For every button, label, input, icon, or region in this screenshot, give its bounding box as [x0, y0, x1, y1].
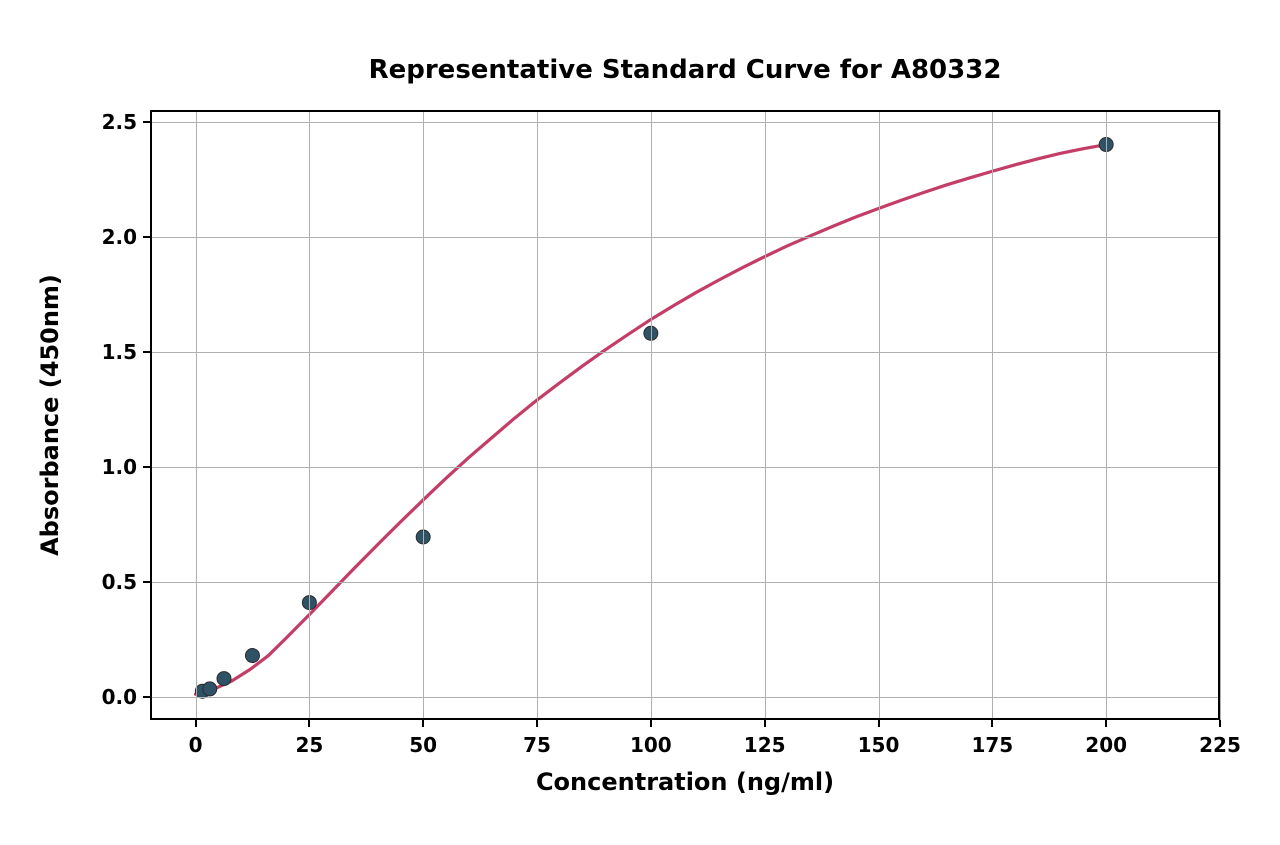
x-tick [195, 720, 197, 727]
x-tick [1105, 720, 1107, 727]
x-tick-label: 200 [1085, 733, 1127, 757]
x-tick-label: 125 [744, 733, 786, 757]
x-axis-label: Concentration (ng/ml) [536, 768, 834, 796]
grid-line-vertical [765, 110, 766, 720]
x-tick [536, 720, 538, 727]
grid-line-vertical [537, 110, 538, 720]
grid-line-vertical [309, 110, 310, 720]
x-tick [1219, 720, 1221, 727]
x-tick [650, 720, 652, 727]
y-tick-label: 2.5 [102, 110, 137, 134]
grid-line-vertical [196, 110, 197, 720]
grid-line-horizontal [150, 122, 1220, 123]
y-tick-label: 0.5 [102, 570, 137, 594]
x-tick [878, 720, 880, 727]
y-tick-label: 2.0 [102, 225, 137, 249]
grid-line-vertical [651, 110, 652, 720]
data-point [245, 649, 259, 663]
grid-line-vertical [1220, 110, 1221, 720]
grid-line-vertical [423, 110, 424, 720]
grid-line-horizontal [150, 467, 1220, 468]
y-tick-label: 1.5 [102, 340, 137, 364]
grid-line-horizontal [150, 352, 1220, 353]
y-axis-label: Absorbance (450nm) [36, 274, 64, 556]
grid-line-horizontal [150, 697, 1220, 698]
grid-line-vertical [992, 110, 993, 720]
y-tick [143, 696, 150, 698]
y-tick [143, 351, 150, 353]
grid-line-horizontal [150, 582, 1220, 583]
chart-title: Representative Standard Curve for A80332 [369, 55, 1002, 85]
x-tick-label: 75 [523, 733, 551, 757]
grid-line-vertical [1106, 110, 1107, 720]
x-tick-label: 225 [1199, 733, 1241, 757]
figure: Representative Standard Curve for A80332… [0, 0, 1280, 845]
x-tick [308, 720, 310, 727]
y-tick-label: 1.0 [102, 455, 137, 479]
y-tick [143, 236, 150, 238]
x-tick [764, 720, 766, 727]
x-tick-label: 50 [409, 733, 437, 757]
x-tick-label: 100 [630, 733, 672, 757]
data-point [203, 682, 217, 696]
y-tick-label: 0.0 [102, 685, 137, 709]
x-tick [422, 720, 424, 727]
x-tick-label: 175 [971, 733, 1013, 757]
x-tick [991, 720, 993, 727]
data-point [217, 672, 231, 686]
y-tick [143, 466, 150, 468]
x-tick-label: 25 [295, 733, 323, 757]
x-tick-label: 150 [858, 733, 900, 757]
grid-line-horizontal [150, 237, 1220, 238]
y-tick [143, 581, 150, 583]
y-tick [143, 121, 150, 123]
x-tick-label: 0 [189, 733, 203, 757]
plot-svg [150, 110, 1220, 720]
grid-line-vertical [879, 110, 880, 720]
